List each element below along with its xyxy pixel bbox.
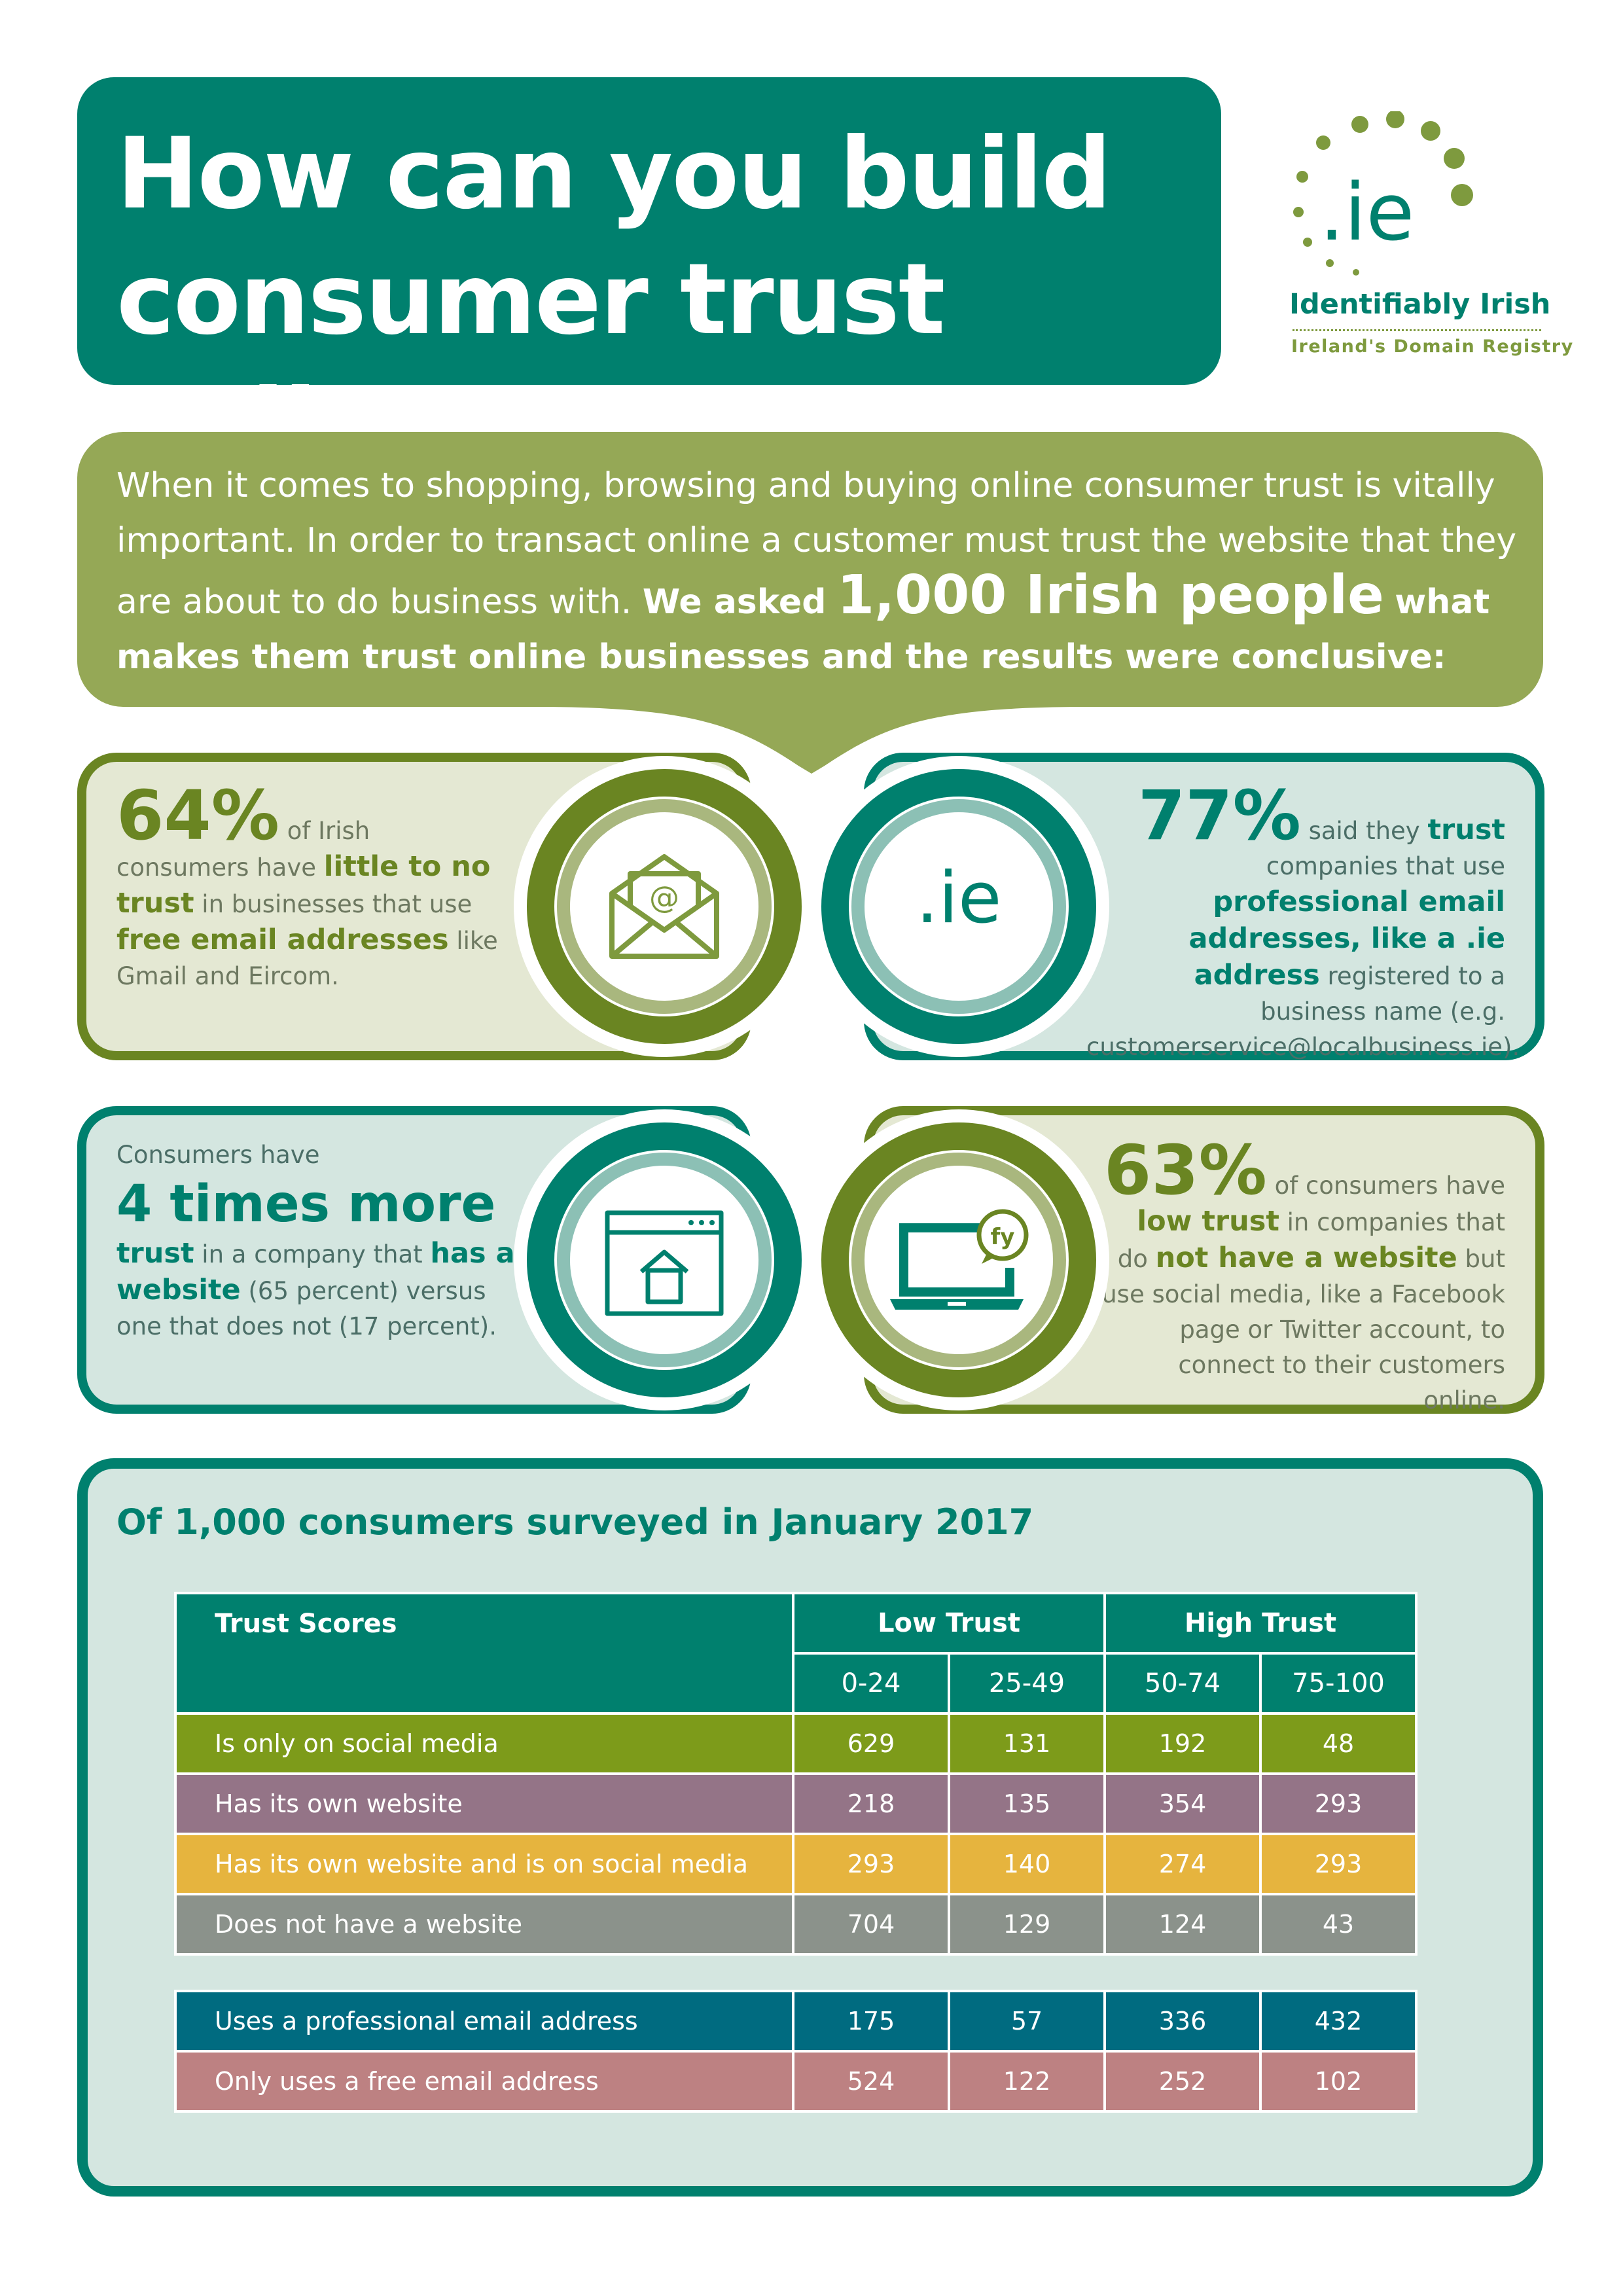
row-value: 218 bbox=[792, 1772, 950, 1835]
header-range: 0-24 bbox=[792, 1652, 950, 1715]
row-value: 135 bbox=[948, 1772, 1106, 1835]
row-label: Does not have a website bbox=[174, 1893, 794, 1956]
table-row: Does not have a website 704 129 124 43 bbox=[174, 1893, 1418, 1956]
row-value: 129 bbox=[948, 1893, 1106, 1956]
svg-text:@: @ bbox=[649, 880, 679, 915]
stat-website-t1: Consumers have bbox=[116, 1141, 320, 1169]
row-value: 140 bbox=[948, 1833, 1106, 1895]
row-value: 48 bbox=[1259, 1712, 1418, 1775]
page-title-line1: How can you build bbox=[116, 117, 1112, 231]
stat-free-email-percent: 64% bbox=[116, 776, 279, 855]
ie-logo-icon: .ie bbox=[1293, 111, 1473, 276]
header-range: 75-100 bbox=[1259, 1652, 1418, 1715]
row-value: 175 bbox=[792, 1990, 950, 2053]
logo-tagline: Ireland's Domain Registry bbox=[1291, 336, 1574, 357]
stat-no-website-t1: of consumers have bbox=[1274, 1172, 1505, 1200]
intro-text-b: We asked bbox=[642, 583, 827, 622]
table-row: Has its own website and is on social med… bbox=[174, 1833, 1418, 1895]
ie-domain-icon: .ie bbox=[916, 857, 1002, 939]
stat-website-t3: in a company that bbox=[202, 1240, 423, 1268]
table-row: Only uses a free email address 524 122 2… bbox=[174, 2050, 1418, 2113]
table-row: Has its own website 218 135 354 293 bbox=[174, 1772, 1418, 1835]
stat-free-email-t4: free email addresses bbox=[116, 924, 449, 956]
stat-no-website-t5: but use social media, like a Facebook pa… bbox=[1101, 1245, 1505, 1414]
stat-website-t4: has a website bbox=[116, 1237, 515, 1306]
header-range: 25-49 bbox=[948, 1652, 1106, 1715]
survey-heading: Of 1,000 consumers surveyed in January 2… bbox=[116, 1501, 1034, 1543]
logo-name: Identifiably Irish bbox=[1289, 288, 1551, 321]
laptop-social-icon: fy bbox=[890, 1209, 1029, 1310]
stat-no-website-t2: low trust bbox=[1137, 1205, 1279, 1238]
stat-website-t5: (65 percent) versus one that does not (1… bbox=[116, 1277, 497, 1340]
logo-mark: .ie bbox=[1319, 168, 1414, 259]
row-value: 124 bbox=[1103, 1893, 1262, 1956]
website-home-icon bbox=[605, 1210, 724, 1316]
page-title: How can you build consumer trust online? bbox=[116, 111, 1203, 488]
row-value: 524 bbox=[792, 2050, 950, 2113]
intro-speech-pointer bbox=[537, 707, 1086, 774]
stat-website-big: 4 times more bbox=[116, 1175, 496, 1234]
row-value: 629 bbox=[792, 1712, 950, 1775]
header-trust-scores: Trust Scores bbox=[174, 1592, 794, 1715]
row-value: 354 bbox=[1103, 1772, 1262, 1835]
stat-no-website-text: 63% of consumers have low trust in compa… bbox=[1099, 1136, 1505, 1418]
table-row: Is only on social media 629 131 192 48 bbox=[174, 1712, 1418, 1775]
row-value: 43 bbox=[1259, 1893, 1418, 1956]
row-label: Uses a professional email address bbox=[174, 1990, 794, 2053]
table-header-row-1: Trust Scores Low Trust High Trust bbox=[174, 1592, 1418, 1715]
stat-pro-email-percent: 77% bbox=[1137, 776, 1301, 855]
row-value: 293 bbox=[1259, 1833, 1418, 1895]
intro-text-a: When it comes to shopping, browsing and … bbox=[116, 466, 1517, 622]
stat-website-text: Consumers have 4 times more trust in a c… bbox=[116, 1138, 522, 1344]
intro-text: When it comes to shopping, browsing and … bbox=[116, 458, 1517, 685]
trust-scores-table: Trust Scores Low Trust High Trust 0-24 2… bbox=[174, 1592, 1418, 2113]
stat-no-website-t4: not have a website bbox=[1155, 1242, 1457, 1274]
row-value: 131 bbox=[948, 1712, 1106, 1775]
row-value: 192 bbox=[1103, 1712, 1262, 1775]
row-value: 432 bbox=[1259, 1990, 1418, 2053]
stat-pro-email-t2: trust bbox=[1427, 814, 1505, 846]
header-high-trust: High Trust bbox=[1103, 1592, 1418, 1655]
header-low-trust: Low Trust bbox=[792, 1592, 1106, 1655]
intro-highlight: 1,000 Irish people bbox=[836, 564, 1384, 626]
stat-no-website-percent: 63% bbox=[1103, 1130, 1267, 1210]
stat-no-website-t3: in companies that do bbox=[1117, 1208, 1505, 1273]
row-label: Only uses a free email address bbox=[174, 2050, 794, 2113]
row-value: 336 bbox=[1103, 1990, 1262, 2053]
email-envelope-icon: @ bbox=[609, 854, 719, 959]
stat-free-email-t2: little to no trust bbox=[116, 850, 491, 920]
table-row: Uses a professional email address 175 57… bbox=[174, 1990, 1418, 2053]
row-label: Has its own website and is on social med… bbox=[174, 1833, 794, 1895]
stat-website-t2: trust bbox=[116, 1237, 194, 1270]
stat-free-email-t3: in businesses that use bbox=[202, 890, 473, 918]
table-spacer bbox=[175, 1953, 1416, 1992]
stat-pro-email-text: 77% said they trust companies that use p… bbox=[1086, 781, 1520, 1065]
table-header-row-2: 0-24 25-49 50-74 75-100 bbox=[175, 1652, 1418, 1715]
stat-pro-email-t5: registered to a business name (e.g. cust… bbox=[1086, 962, 1520, 1061]
row-value: 122 bbox=[948, 2050, 1106, 2113]
svg-text:fy: fy bbox=[991, 1224, 1015, 1250]
row-value: 293 bbox=[1259, 1772, 1418, 1835]
row-value: 293 bbox=[792, 1833, 950, 1895]
row-label: Has its own website bbox=[174, 1772, 794, 1835]
intro-panel bbox=[77, 432, 1543, 707]
row-value: 102 bbox=[1259, 2050, 1418, 2113]
row-value: 57 bbox=[948, 1990, 1106, 2053]
intro-text-d: what makes them trust online businesses … bbox=[116, 583, 1490, 677]
stat-free-email-t5: like Gmail and Eircom. bbox=[116, 927, 498, 990]
row-label: Is only on social media bbox=[174, 1712, 794, 1775]
title-banner bbox=[77, 77, 1221, 385]
logo-divider bbox=[1293, 329, 1541, 331]
row-value: 704 bbox=[792, 1893, 950, 1956]
row-value: 274 bbox=[1103, 1833, 1262, 1895]
stat-free-email-t1: of Irish consumers have bbox=[116, 817, 370, 882]
row-value: 252 bbox=[1103, 2050, 1262, 2113]
stat-free-email-text: 64% of Irish consumers have little to no… bbox=[116, 781, 509, 994]
stat-pro-email-t3: companies that use bbox=[1266, 852, 1505, 880]
stat-pro-email-t4: professional email addresses, like a .ie… bbox=[1188, 886, 1505, 992]
header-range: 50-74 bbox=[1103, 1652, 1262, 1715]
stat-pro-email-t1: said they bbox=[1308, 817, 1420, 845]
